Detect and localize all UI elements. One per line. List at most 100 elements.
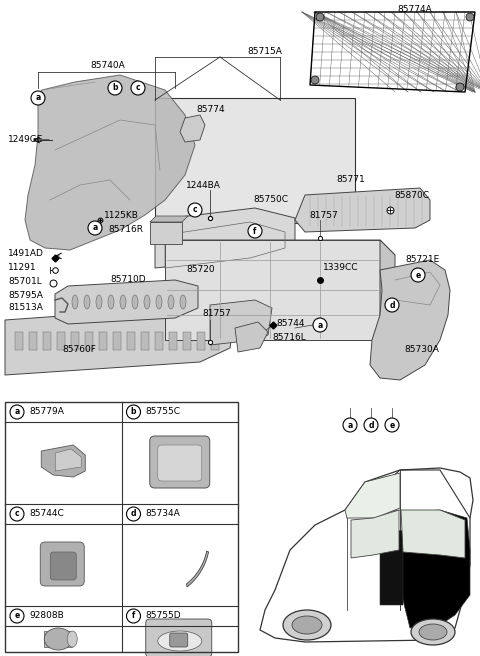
Circle shape: [411, 268, 425, 282]
Text: 85716R: 85716R: [108, 226, 143, 234]
Text: a: a: [14, 407, 20, 417]
Ellipse shape: [292, 616, 322, 634]
Polygon shape: [25, 75, 195, 250]
Text: 85771: 85771: [336, 176, 365, 184]
Bar: [71, 332, 79, 350]
FancyBboxPatch shape: [40, 542, 84, 586]
Circle shape: [10, 609, 24, 623]
Polygon shape: [370, 260, 450, 380]
Text: d: d: [131, 510, 136, 518]
Text: 1125KB: 1125KB: [104, 211, 139, 220]
Text: 85715A: 85715A: [248, 47, 282, 56]
Polygon shape: [345, 473, 400, 518]
Bar: [141, 332, 149, 350]
Circle shape: [364, 418, 378, 432]
Polygon shape: [210, 300, 272, 345]
Text: 85755D: 85755D: [145, 611, 181, 621]
Text: 85779A: 85779A: [29, 407, 64, 417]
Polygon shape: [400, 510, 470, 628]
Text: 85744C: 85744C: [29, 510, 64, 518]
Ellipse shape: [158, 631, 202, 651]
Text: c: c: [192, 205, 197, 215]
Bar: [197, 332, 205, 350]
Text: 85701L: 85701L: [8, 277, 42, 287]
Polygon shape: [55, 449, 81, 471]
Ellipse shape: [84, 295, 90, 309]
Ellipse shape: [72, 295, 78, 309]
Circle shape: [248, 224, 262, 238]
Circle shape: [108, 81, 122, 95]
Polygon shape: [180, 115, 205, 142]
Text: 1249GE: 1249GE: [8, 136, 43, 144]
Bar: [29, 332, 37, 350]
Polygon shape: [165, 240, 395, 255]
Polygon shape: [380, 240, 395, 355]
FancyBboxPatch shape: [50, 552, 76, 580]
Circle shape: [131, 81, 145, 95]
Ellipse shape: [144, 295, 150, 309]
Text: d: d: [389, 300, 395, 310]
Ellipse shape: [44, 628, 72, 650]
Text: 85774: 85774: [196, 106, 225, 115]
Text: a: a: [92, 224, 97, 232]
Bar: [169, 332, 177, 350]
Polygon shape: [351, 510, 399, 558]
Text: 81513A: 81513A: [8, 302, 43, 312]
Text: 85730A: 85730A: [404, 346, 439, 354]
FancyBboxPatch shape: [158, 445, 202, 481]
Text: 1339CC: 1339CC: [323, 264, 359, 272]
Ellipse shape: [120, 295, 126, 309]
Text: 92808B: 92808B: [29, 611, 64, 621]
Circle shape: [188, 203, 202, 217]
Text: 1244BA: 1244BA: [186, 180, 221, 190]
Ellipse shape: [156, 295, 162, 309]
Bar: [57, 332, 65, 350]
Bar: [85, 332, 93, 350]
Polygon shape: [165, 240, 380, 340]
Ellipse shape: [108, 295, 114, 309]
Text: 85750C: 85750C: [253, 195, 288, 205]
Polygon shape: [41, 445, 85, 477]
Polygon shape: [155, 208, 295, 268]
Bar: [5, 402, 238, 652]
Text: 85720: 85720: [186, 266, 215, 274]
Ellipse shape: [96, 295, 102, 309]
Text: 85795A: 85795A: [8, 291, 43, 300]
FancyBboxPatch shape: [170, 633, 188, 647]
Text: 85710D: 85710D: [110, 276, 145, 285]
Text: 11291: 11291: [8, 264, 36, 272]
Circle shape: [385, 298, 399, 312]
Bar: [127, 332, 135, 350]
Ellipse shape: [132, 295, 138, 309]
Circle shape: [10, 507, 24, 521]
Circle shape: [88, 221, 102, 235]
Polygon shape: [380, 530, 403, 605]
Bar: [244, 220, 260, 238]
Bar: [43, 332, 51, 350]
Text: 81757: 81757: [309, 211, 338, 220]
FancyBboxPatch shape: [150, 436, 210, 488]
Circle shape: [313, 318, 327, 332]
Ellipse shape: [419, 624, 447, 640]
Circle shape: [127, 507, 141, 521]
Text: 85716L: 85716L: [272, 333, 306, 342]
Polygon shape: [260, 468, 473, 642]
Text: 85774A: 85774A: [397, 5, 432, 14]
Bar: [99, 332, 107, 350]
Polygon shape: [150, 216, 188, 222]
Polygon shape: [295, 188, 430, 232]
Polygon shape: [187, 551, 208, 587]
Text: f: f: [253, 226, 257, 236]
Bar: [183, 332, 191, 350]
Ellipse shape: [67, 631, 77, 647]
Text: e: e: [389, 420, 395, 430]
Text: b: b: [112, 83, 118, 92]
Text: 1491AD: 1491AD: [8, 249, 44, 258]
Text: 81757: 81757: [202, 310, 231, 319]
Polygon shape: [235, 322, 268, 352]
Bar: [155, 98, 355, 223]
Circle shape: [316, 13, 324, 21]
Circle shape: [10, 405, 24, 419]
Circle shape: [456, 83, 464, 91]
Text: a: a: [348, 420, 353, 430]
